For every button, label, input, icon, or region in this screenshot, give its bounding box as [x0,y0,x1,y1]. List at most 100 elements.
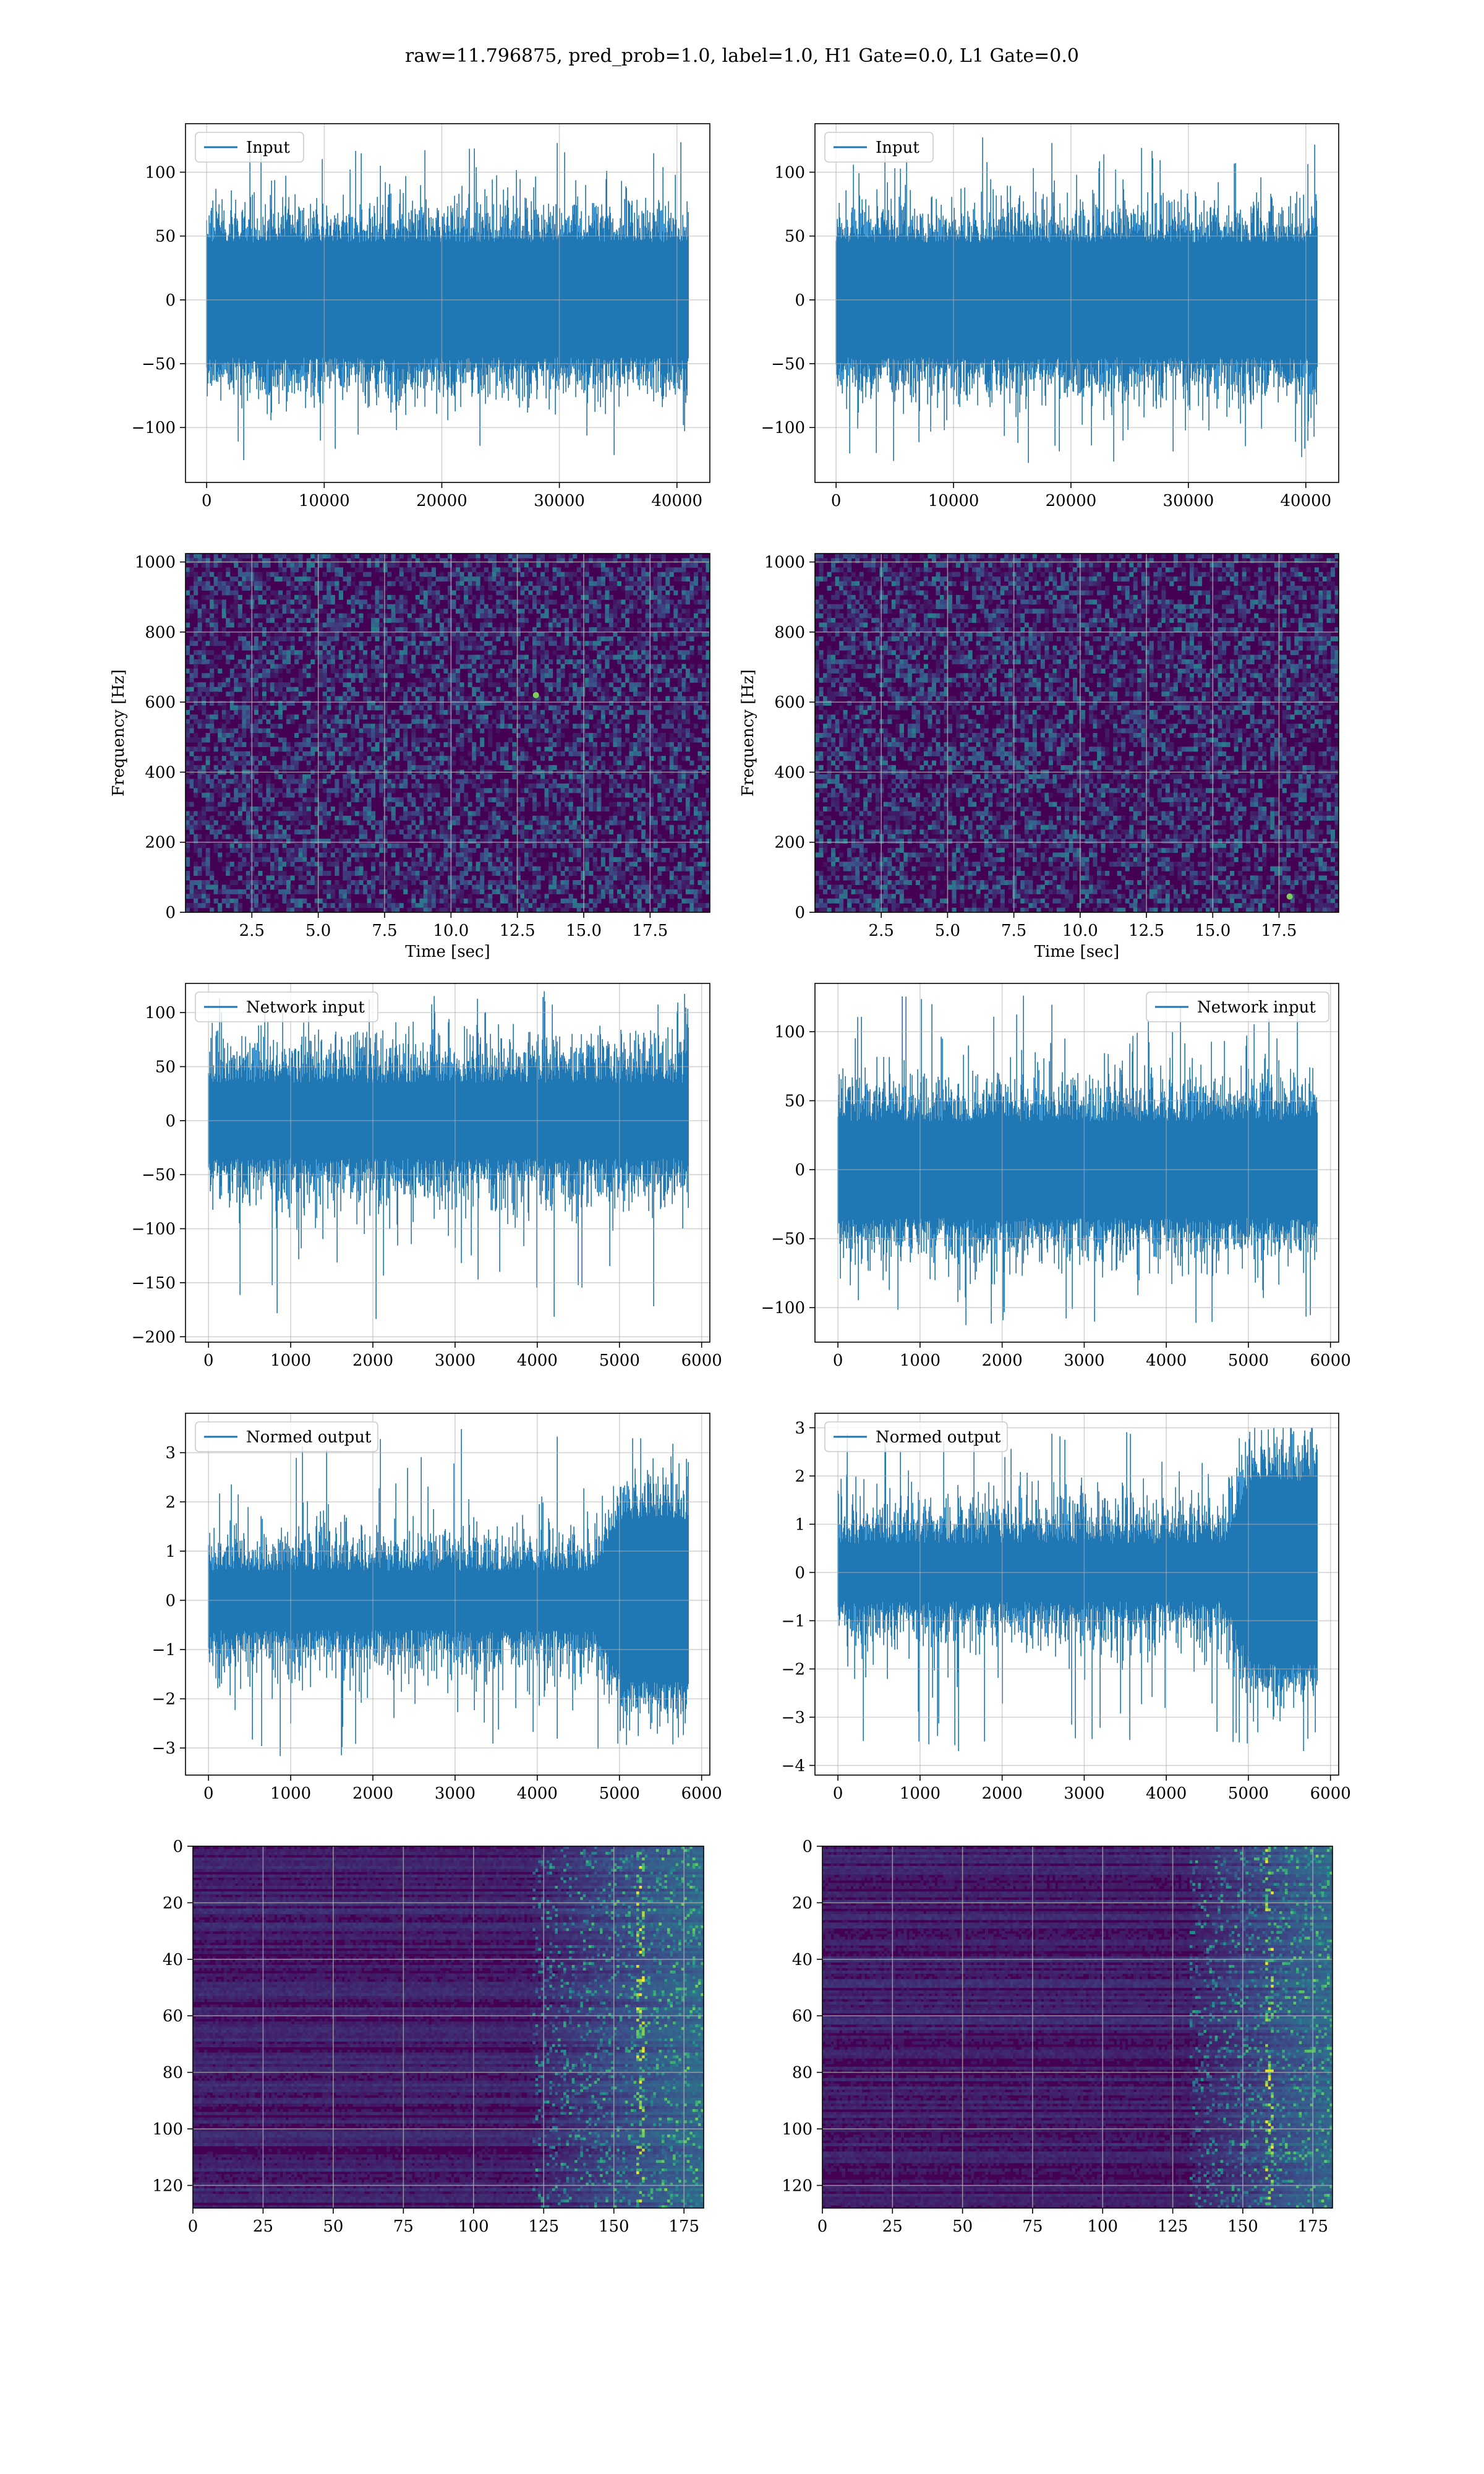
spectrogram-cell [475,558,480,563]
spectrogram-cell [435,590,440,596]
spectrogram-cell [326,747,331,752]
spectrogram-cell [363,751,368,756]
spectrogram-cell [685,558,690,563]
spectrogram-cell [472,783,477,789]
spectrogram-cell [605,664,610,669]
spectrogram-cell [407,829,412,835]
spectrogram-cell [306,673,311,678]
spectrogram-cell [371,659,376,665]
spectrogram-cell [234,641,239,646]
spectrogram-cell [218,562,223,568]
spectrogram-cell [613,604,618,609]
spectrogram-cell [645,687,650,692]
spectrogram-cell [431,834,437,839]
spectrogram-cell [439,613,445,618]
spectrogram-cell [395,618,400,623]
spectrogram-cell [282,650,287,656]
spectrogram-cell [197,609,202,614]
spectrogram-cell [673,792,678,798]
spectrogram-cell [456,627,461,633]
spectrogram-cell [565,590,569,596]
spectrogram-cell [379,673,384,678]
spectrogram-cell [625,571,630,577]
spectrogram-cell [496,590,501,596]
spectrogram-cell [346,576,352,582]
spectrogram-cell [637,677,642,683]
spectrogram-cell [475,677,480,683]
spectrogram-cell [411,756,416,761]
spectrogram-cell [186,724,190,729]
spectrogram-cell [286,857,291,862]
spectrogram-cell [379,765,384,771]
spectrogram-cell [194,691,198,697]
spectrogram-cell [194,604,198,609]
spectrogram-cell [443,829,448,835]
spectrogram-cell [371,779,376,784]
spectrogram-cell [391,650,396,656]
spectrogram-cell [685,733,690,738]
spectrogram-cell [411,645,416,651]
spectrogram-cell [242,774,247,779]
spectrogram-cell [351,554,356,559]
spectrogram-cell [335,747,339,752]
spectrogram-cell [286,627,291,633]
spectrogram-cell [548,829,553,835]
spectrogram-cell [621,609,626,614]
spectrogram-cell [286,815,291,821]
spectrogram-cell [496,742,501,747]
spectrogram-cell [359,641,364,646]
spectrogram-cell [540,581,545,586]
spectrogram-cell [492,811,497,816]
spectrogram-cell [693,839,699,844]
spectrogram-cell [451,673,456,678]
spectrogram-cell [194,733,198,738]
spectrogram-cell [298,829,303,835]
spectrogram-cell [379,668,384,674]
spectrogram-cell [411,664,416,669]
spectrogram-cell [363,811,368,816]
spectrogram-cell [306,760,311,766]
spectrogram-cell [343,862,348,867]
spectrogram-cell [395,687,400,692]
spectrogram-cell [637,562,642,568]
spectrogram-cell [492,631,497,637]
spectrogram-cell [475,811,480,816]
spectrogram-cell [548,728,553,734]
spectrogram-cell [210,815,215,821]
spectrogram-cell [375,756,380,761]
spectrogram-cell [443,668,448,674]
spectrogram-cell [584,783,589,789]
spectrogram-cell [197,650,202,656]
spectrogram-cell [629,687,634,692]
spectrogram-cell [371,843,376,849]
spectrogram-cell [202,737,207,743]
spectrogram-cell [194,824,198,830]
spectrogram-cell [379,862,384,867]
spectrogram-cell [480,839,485,844]
spectrogram-cell [516,581,521,586]
spectrogram-cell [484,604,488,609]
spectrogram-cell [274,733,279,738]
spectrogram-cell [403,594,408,600]
spectrogram-cell [306,636,311,641]
spectrogram-cell [552,742,557,747]
spectrogram-cell [229,820,234,826]
spectrogram-cell [528,724,533,729]
spectrogram-cell [592,847,597,853]
spectrogram-cell [375,636,380,641]
spectrogram-cell [544,664,549,669]
spectrogram-cell [286,714,291,720]
spectrogram-cell [286,576,291,582]
spectrogram-cell [568,843,573,849]
spectrogram-cell [544,562,549,568]
spectrogram-cell [616,691,622,697]
spectrogram-cell [520,705,525,711]
spectrogram-cell [520,645,525,651]
spectrogram-cell [194,571,198,577]
spectrogram-cell [685,609,690,614]
spectrogram-cell [633,668,638,674]
spectrogram-cell [689,737,694,743]
spectrogram-cell [213,687,218,692]
spectrogram-cell [633,650,638,656]
spectrogram-cell [560,558,565,563]
